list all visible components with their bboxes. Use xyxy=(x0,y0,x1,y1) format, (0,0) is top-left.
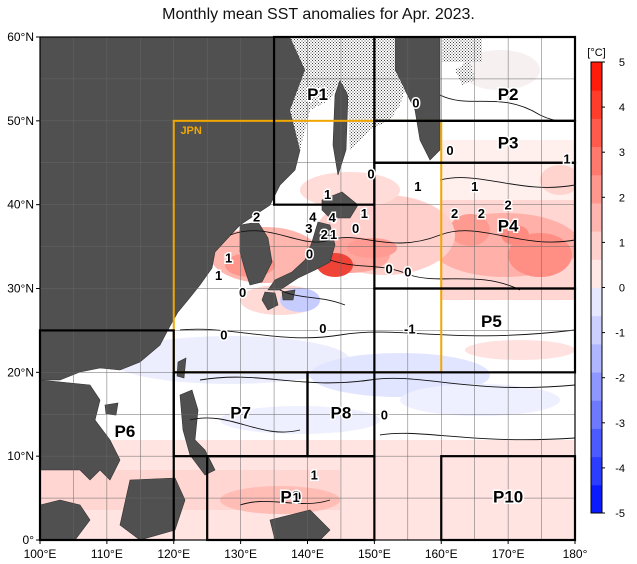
land-mass xyxy=(40,37,441,540)
colorbar-tick-label: 1 xyxy=(619,237,625,249)
region-label-p5: P5 xyxy=(481,312,502,331)
region-label-jpn: JPN xyxy=(180,125,201,137)
contour-label: 0 xyxy=(367,167,374,182)
contour-label: 2 xyxy=(451,206,458,221)
colorbar-tick-label: -1 xyxy=(615,328,625,340)
colorbar-swatch xyxy=(591,146,602,176)
colorbar-swatch xyxy=(591,231,602,260)
colorbar-swatch xyxy=(591,202,602,232)
colorbar-tick-label: 4 xyxy=(619,102,625,114)
contour-label: 0 xyxy=(239,285,246,300)
lat-tick-label: 50°N xyxy=(7,114,34,128)
contour-label: 2 xyxy=(321,227,328,242)
colorbar-tick-label: 0 xyxy=(619,283,625,295)
colorbar-swatch xyxy=(591,428,602,458)
lon-tick-label: 180° xyxy=(563,547,588,561)
lon-tick-label: 140°E xyxy=(291,547,324,561)
contour-label: 2 xyxy=(478,206,485,221)
contour-label: 4 xyxy=(309,209,317,224)
colorbar-swatch xyxy=(591,90,602,119)
contour-label: 0 xyxy=(306,246,313,261)
colorbar: [°C] -5 -4 -3 -2 -1 0 1 2 3 4 5 xyxy=(587,47,625,520)
contour-label: 0 xyxy=(319,321,326,336)
colorbar-swatch xyxy=(591,62,602,91)
lon-tick-label: 160°E xyxy=(425,547,458,561)
colorbar-tick-label: 3 xyxy=(619,147,625,159)
colorbar-tick-label: -2 xyxy=(615,373,625,385)
lat-tick-label: 20°N xyxy=(7,365,34,379)
contour-label: 0 xyxy=(385,261,392,276)
colorbar-tick-label: 2 xyxy=(619,192,625,204)
lat-tick-label: 60°N xyxy=(7,30,34,44)
contour-label: 1 xyxy=(293,490,300,505)
lon-tick-label: 100°E xyxy=(24,547,57,561)
colorbar-swatch xyxy=(591,118,602,148)
longitude-axis: 100°E 110°E 120°E 130°E 140°E 150°E 160°E 170°E… xyxy=(24,540,588,561)
colorbar-swatch xyxy=(591,315,602,345)
colorbar-swatch xyxy=(591,456,602,486)
contour-label: 0 xyxy=(381,407,388,422)
colorbar-tick-label: -3 xyxy=(615,418,625,430)
contour-label: 4 xyxy=(329,210,337,225)
colorbar-swatch xyxy=(591,372,602,401)
contour-label: -1 xyxy=(404,322,416,337)
contour-label: 1 xyxy=(471,179,478,194)
contour-label: 2 xyxy=(253,209,260,224)
colorbar-swatch xyxy=(591,259,602,288)
contour-label: 3 xyxy=(305,221,312,236)
region-label-p3: P3 xyxy=(498,133,519,152)
lon-tick-label: 130°E xyxy=(224,547,257,561)
lat-tick-label: 40°N xyxy=(7,198,34,212)
colorbar-unit: [°C] xyxy=(587,47,605,59)
contour-label: 2 xyxy=(505,198,512,213)
colorbar-swatch xyxy=(591,174,602,204)
region-label-p1: P1 xyxy=(307,85,328,104)
contour-label: 0 xyxy=(352,221,359,236)
lat-tick-label: 30°N xyxy=(7,282,34,296)
colorbar-tick-label: -4 xyxy=(615,463,625,475)
contour-label: 1 xyxy=(311,468,318,483)
contour-label: 1 xyxy=(563,152,570,167)
region-label-p7: P7 xyxy=(230,403,251,422)
map-title: Monthly mean SST anomalies for Apr. 2023… xyxy=(162,6,475,23)
region-label-p2: P2 xyxy=(498,85,519,104)
lon-tick-label: 150°E xyxy=(358,547,391,561)
contour-lines xyxy=(179,94,575,506)
colorbar-swatch xyxy=(591,343,602,373)
colorbar-swatch xyxy=(591,484,602,514)
colorbar-swatch xyxy=(591,400,602,429)
contour-label: 1 xyxy=(225,250,232,265)
region-label-p8: P8 xyxy=(331,403,352,422)
contour-label: 1 xyxy=(361,206,368,221)
contour-label: 1 xyxy=(330,227,337,242)
contour-label: 0 xyxy=(412,95,419,110)
contour-label: 1 xyxy=(414,179,421,194)
region-label-p10: P10 xyxy=(493,487,523,506)
region-label-p6: P6 xyxy=(115,422,136,441)
colorbar-tick-label: 5 xyxy=(619,57,625,69)
region-label-p4: P4 xyxy=(498,216,519,235)
region-label-p9: P9 xyxy=(280,487,301,506)
contour-label: 1 xyxy=(324,187,331,202)
lat-tick-label: 0° xyxy=(23,533,35,547)
contour-label: 0 xyxy=(220,328,227,343)
contour-label: 1 xyxy=(215,268,222,283)
lat-tick-label: 10°N xyxy=(7,449,34,463)
latitude-axis: 0° 10°N 20°N 30°N 40°N 50°N 60°N xyxy=(7,30,40,547)
colorbar-tick-label: -5 xyxy=(615,508,625,520)
lon-tick-label: 110°E xyxy=(91,547,123,561)
lon-tick-label: 170°E xyxy=(492,547,525,561)
lon-tick-label: 120°E xyxy=(157,547,190,561)
contour-label: 0 xyxy=(404,265,411,280)
colorbar-swatch xyxy=(591,287,602,317)
contour-label: 0 xyxy=(446,143,453,158)
